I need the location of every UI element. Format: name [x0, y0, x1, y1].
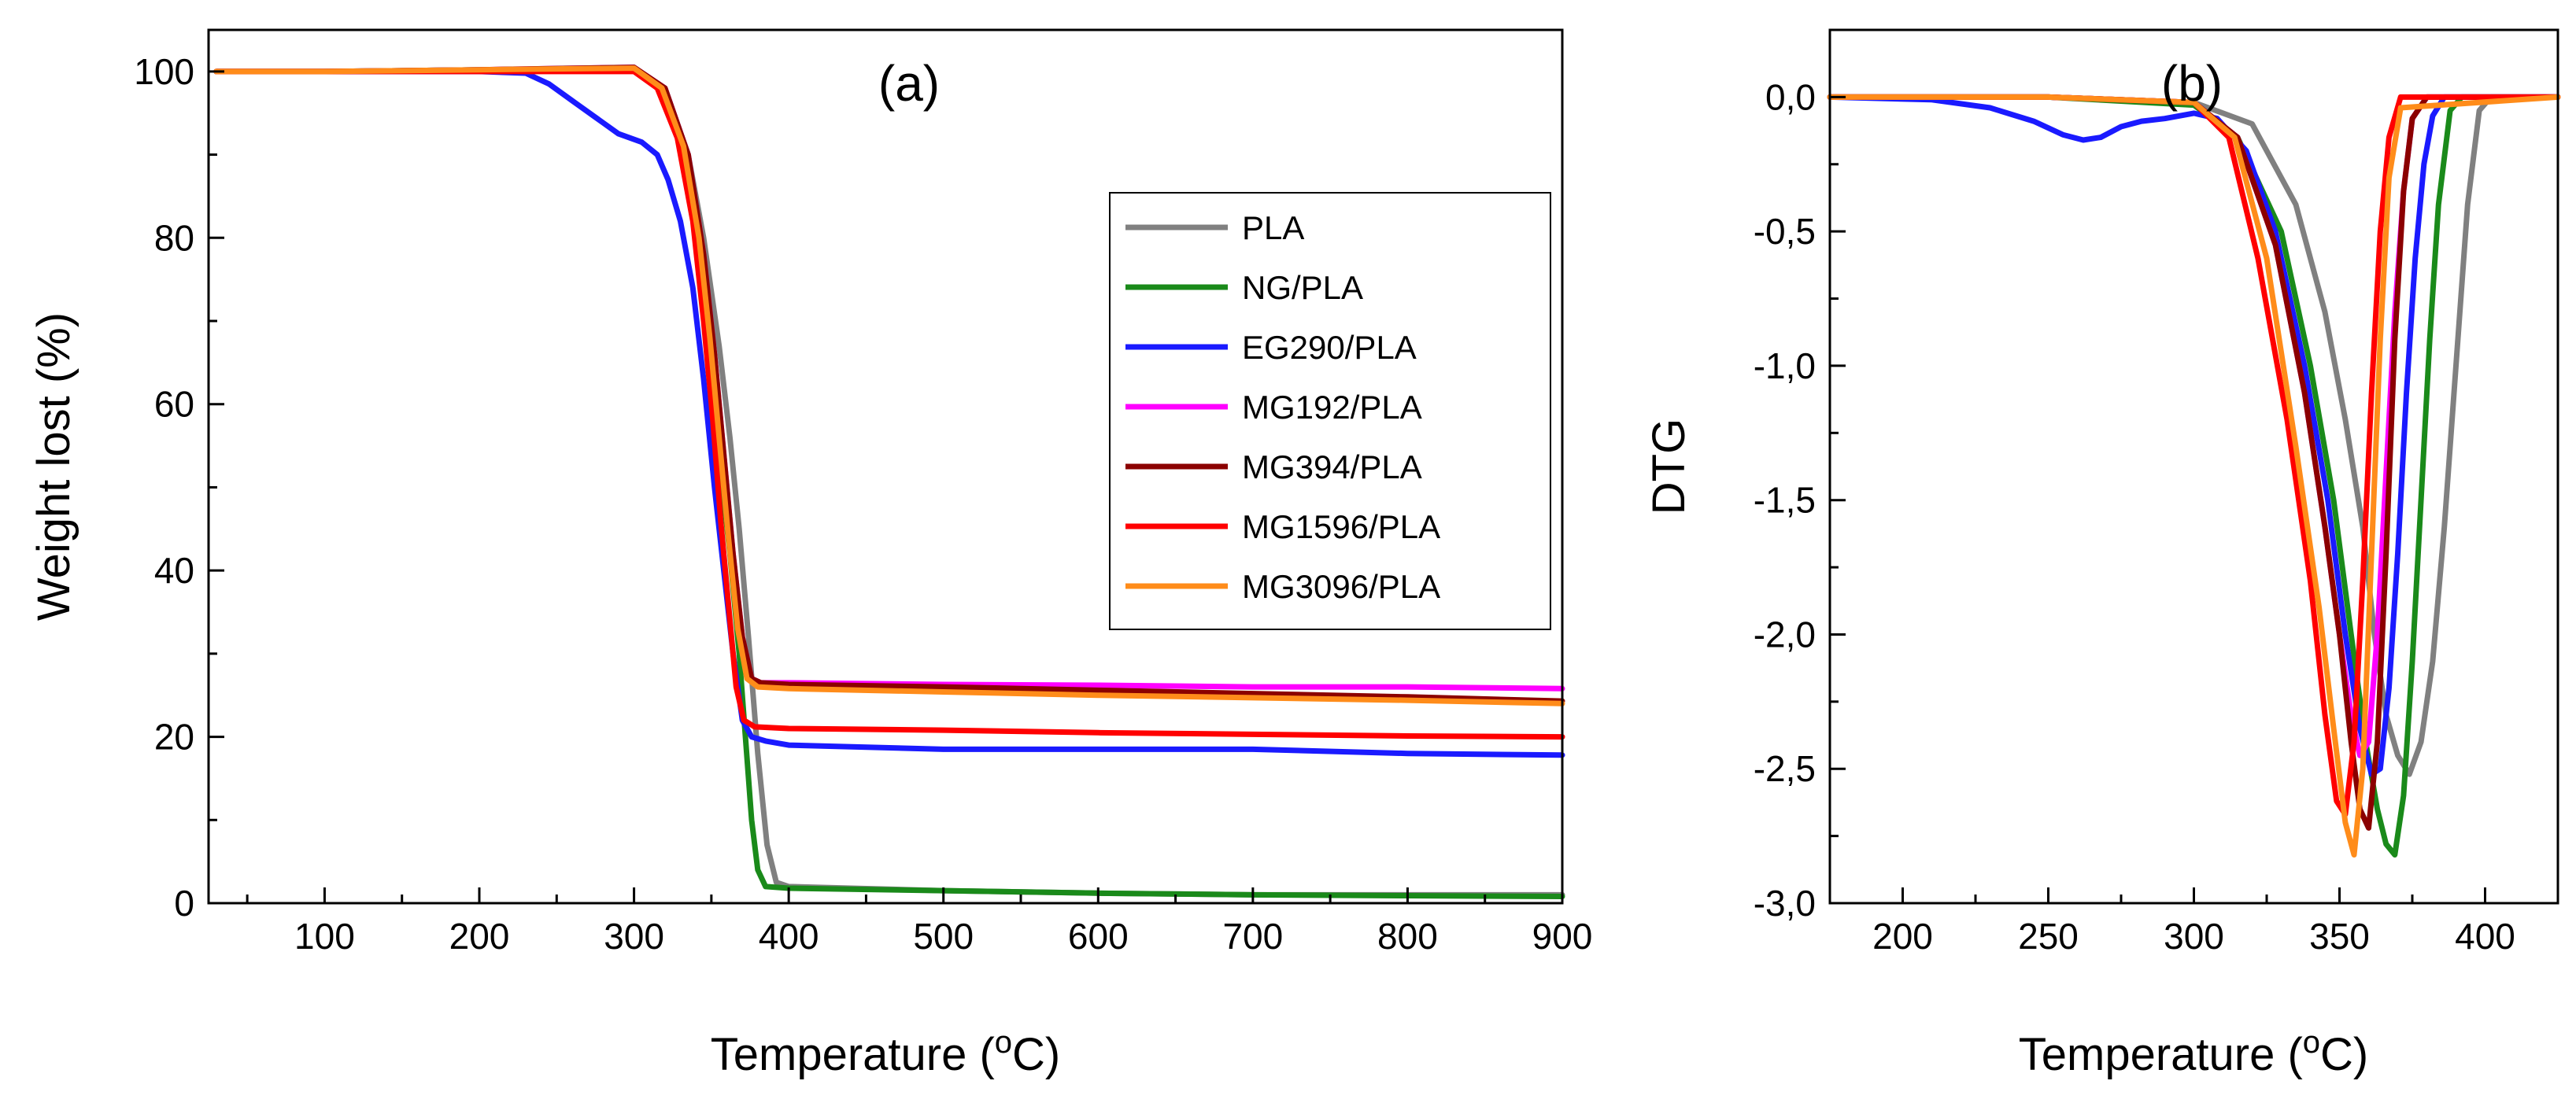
- y-tick-label-b-3: -1,5: [1754, 480, 1816, 521]
- panel-a-legend: PLA NG/PLA EG290/PLA MG192/PLA MG394/PLA MG15…: [1109, 192, 1551, 630]
- panel-a-label: (a): [878, 55, 940, 112]
- panel-b-y-axis-title: DTG: [1643, 419, 1695, 515]
- x-tick-label-b-350: 350: [2309, 916, 2370, 957]
- x-tick-label-b-200: 200: [1872, 916, 1933, 957]
- x-tick-label-b-400: 400: [2455, 916, 2515, 957]
- panel-b-x-axis-title-main: Temperature (: [2019, 1029, 2303, 1080]
- panel-a-x-axis-title-main: Temperature (: [711, 1029, 995, 1080]
- y-tick-label-b-6: -3,0: [1754, 883, 1816, 924]
- legend-label-ng-pla: NG/PLA: [1242, 269, 1363, 306]
- panel-b-series-group: [1827, 94, 2561, 858]
- panel-b-x-axis-title-sup: o: [2303, 1025, 2320, 1060]
- panel-a-x-axis-title-tail: C): [1012, 1029, 1060, 1080]
- panel-a-plot-frame: [207, 28, 1564, 905]
- x-tick-label-a-300: 300: [604, 916, 664, 957]
- series-line-b-mg3096-pla: [1827, 94, 2561, 858]
- panel-b-x-axis-title: Temperature (oC): [2019, 1025, 2368, 1080]
- x-tick-label-a-700: 700: [1222, 916, 1283, 957]
- legend-label-mg192-pla: MG192/PLA: [1242, 389, 1422, 426]
- panel-b-x-axis-title-tail: C): [2320, 1029, 2368, 1080]
- panel-b-dtg-chart: 200 250 300 350 400 0,0 -0,5 -1,0 -1,5 -2,0 -2,5 -3…: [1643, 28, 2561, 1080]
- x-tick-label-a-500: 500: [913, 916, 974, 957]
- x-tick-label-a-900: 900: [1532, 916, 1593, 957]
- y-tick-label-a-1: 20: [154, 717, 194, 758]
- y-tick-label-a-5: 100: [134, 51, 194, 92]
- y-tick-label-b-4: -2,0: [1754, 614, 1816, 655]
- y-tick-label-a-4: 80: [154, 217, 194, 258]
- panel-a-weight-loss-chart: 100 200 300 400 500 600 700 800 900 0 20 40 60 80100 …: [28, 28, 1592, 1080]
- y-tick-label-b-2: -1,0: [1754, 345, 1816, 386]
- panel-a-series-group: [213, 65, 1565, 899]
- legend-label-mg394-pla: MG394/PLA: [1242, 448, 1422, 485]
- x-tick-label-a-200: 200: [449, 916, 510, 957]
- x-tick-label-a-100: 100: [294, 916, 355, 957]
- panel-a-ticks: 100 200 300 400 500 600 700 800 900 0 20 40 60 80 100: [134, 51, 1592, 957]
- series-line-b-pla: [1827, 94, 2561, 777]
- legend-frame: [1109, 192, 1551, 630]
- legend-label-eg290-pla: EG290/PLA: [1242, 329, 1417, 366]
- panel-a-y-axis-title: Weight lost (%): [28, 312, 79, 621]
- panel-b-ticks: 200 250 300 350 400 0,0 -0,5 -1,0 -1,5 -2,0 -2,5 -3…: [1754, 76, 2559, 957]
- y-tick-label-a-0: 0: [174, 883, 194, 924]
- y-tick-label-b-0: 0,0: [1765, 76, 1816, 117]
- y-tick-label-b-1: -0,5: [1754, 211, 1816, 252]
- y-tick-label-b-5: -2,5: [1754, 748, 1816, 789]
- legend-label-pla: PLA: [1242, 209, 1304, 246]
- x-tick-label-a-600: 600: [1068, 916, 1129, 957]
- series-line-b-eg290-pla: [1827, 94, 2561, 777]
- legend-label-mg3096-pla: MG3096/PLA: [1242, 568, 1440, 605]
- series-line-a-mg3096-pla: [213, 65, 1565, 706]
- x-tick-label-b-300: 300: [2164, 916, 2224, 957]
- x-tick-label-a-400: 400: [759, 916, 819, 957]
- panel-a-x-axis-title: Temperature (oC): [711, 1025, 1060, 1080]
- x-tick-label-b-250: 250: [2018, 916, 2079, 957]
- y-tick-label-a-2: 40: [154, 550, 194, 591]
- y-tick-label-a-3: 60: [154, 384, 194, 425]
- legend-label-mg1596-pla: MG1596/PLA: [1242, 508, 1440, 545]
- x-tick-label-a-800: 800: [1377, 916, 1438, 957]
- series-line-b-mg192-pla: [1827, 94, 2561, 758]
- series-line-a-eg290-pla: [213, 68, 1565, 758]
- panel-b-label: (b): [2161, 55, 2223, 112]
- panel-a-x-axis-title-sup: o: [995, 1025, 1012, 1060]
